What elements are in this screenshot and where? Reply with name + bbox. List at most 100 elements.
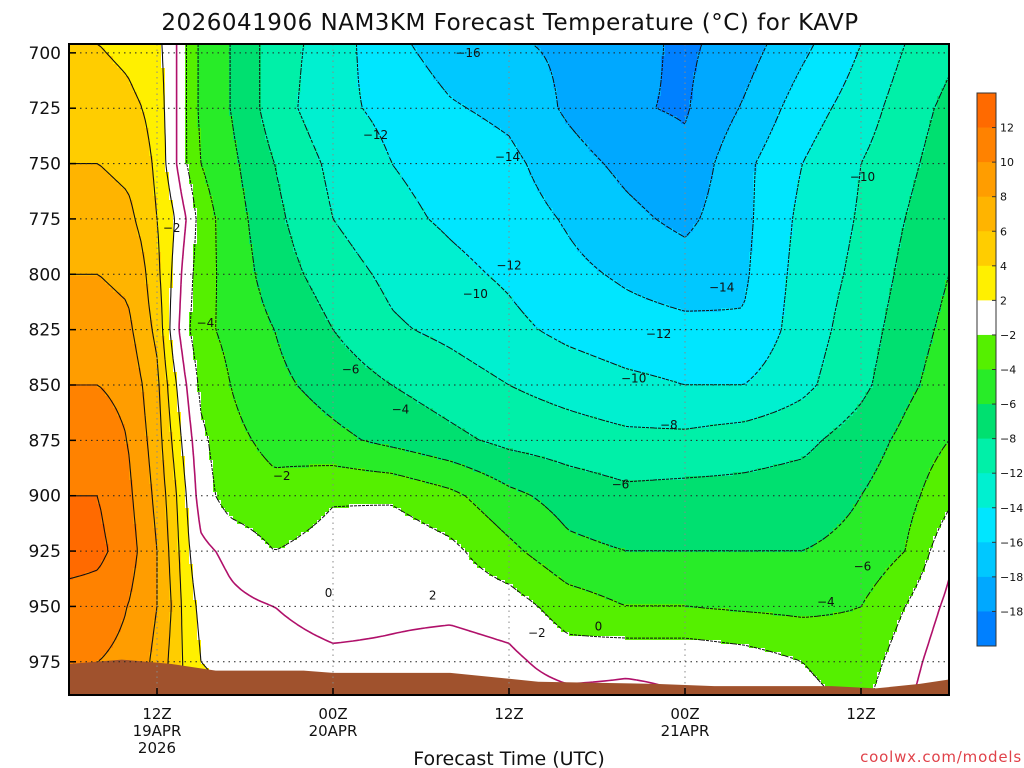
heat-cell [737,64,742,69]
heat-cell [677,48,682,53]
heat-cell [685,64,690,69]
heat-cell [129,56,134,61]
heat-cell [561,64,566,69]
heat-cell [829,52,834,57]
heat-cell [861,60,866,65]
heat-cell [97,48,102,53]
heat-cell [105,64,110,69]
heat-cell [729,48,734,53]
heat-cell [193,56,198,61]
heat-cell [745,56,750,61]
heat-cell [333,48,338,53]
heat-cell [325,48,330,53]
heat-cell [369,48,374,53]
heat-cell [201,56,206,61]
heat-cell [401,56,406,61]
heat-cell [121,56,126,61]
heat-cell [469,64,474,69]
heat-cell [401,48,406,53]
heat-cell [345,52,350,57]
heat-cell [365,56,370,61]
heat-cell [209,60,214,65]
heat-cell [413,56,418,61]
heat-cell [245,48,250,53]
heat-cell [293,56,298,61]
heat-cell [101,56,106,61]
heat-cell [797,56,802,61]
heat-cell [821,56,826,61]
heat-cell [113,68,118,73]
heat-cell [441,60,446,65]
heat-cell [457,60,462,65]
heat-cell [213,52,218,57]
heat-cell [193,60,198,65]
heat-cell [321,56,326,61]
heat-cell [685,56,690,61]
heat-cell [213,60,218,65]
heat-cell [137,68,142,73]
heat-cell [361,56,366,61]
heat-cell [77,64,82,69]
heat-cell [77,60,82,65]
heat-cell [777,60,782,65]
heat-cell [349,56,354,61]
heat-cell [873,56,878,61]
heat-cell [905,64,910,69]
heat-cell [129,64,134,69]
heat-cell [109,48,114,53]
heat-cell [393,56,398,61]
heat-cell [633,48,638,53]
heat-cell [273,48,278,53]
heat-cell [413,64,418,69]
heat-cell [145,56,150,61]
heat-cell [93,48,98,53]
heat-cell [557,56,562,61]
heat-cell [253,60,258,65]
heat-cell [553,60,558,65]
heat-cell [185,60,190,65]
heat-cell [781,60,786,65]
heat-cell [913,48,918,53]
heat-cell [205,56,210,61]
heat-cell [525,56,530,61]
heat-cell [605,56,610,61]
heat-cell [341,60,346,65]
heat-cell [89,64,94,69]
heat-cell [405,60,410,65]
heat-cell [529,60,534,65]
heat-cell [765,60,770,65]
heat-cell [165,56,170,61]
heat-cell [665,48,670,53]
heat-cell [281,60,286,65]
heat-cell [353,64,358,69]
heat-cell [725,60,730,65]
heat-cell [541,64,546,69]
heat-cell [77,56,82,61]
heat-cell [513,64,518,69]
heat-cell [325,60,330,65]
heat-cell [837,60,842,65]
heat-cell [573,48,578,53]
heat-cell [381,48,386,53]
heat-cell [565,52,570,57]
heat-cell [785,52,790,57]
heat-cell [225,60,230,65]
heat-cell [309,56,314,61]
heat-cell [573,64,578,69]
heat-cell [629,56,634,61]
heat-cell [385,48,390,53]
heat-cell [489,60,494,65]
heat-cell [245,60,250,65]
heat-cell [877,60,882,65]
heat-cell [397,48,402,53]
heat-cell [569,56,574,61]
heat-cell [273,60,278,65]
heat-cell [609,56,614,61]
heat-cell [389,52,394,57]
heat-cell [213,56,218,61]
heat-cell [813,48,818,53]
heat-cell [97,56,102,61]
heat-cell [809,64,814,69]
heat-cell [133,60,138,65]
heat-cell [273,64,278,69]
